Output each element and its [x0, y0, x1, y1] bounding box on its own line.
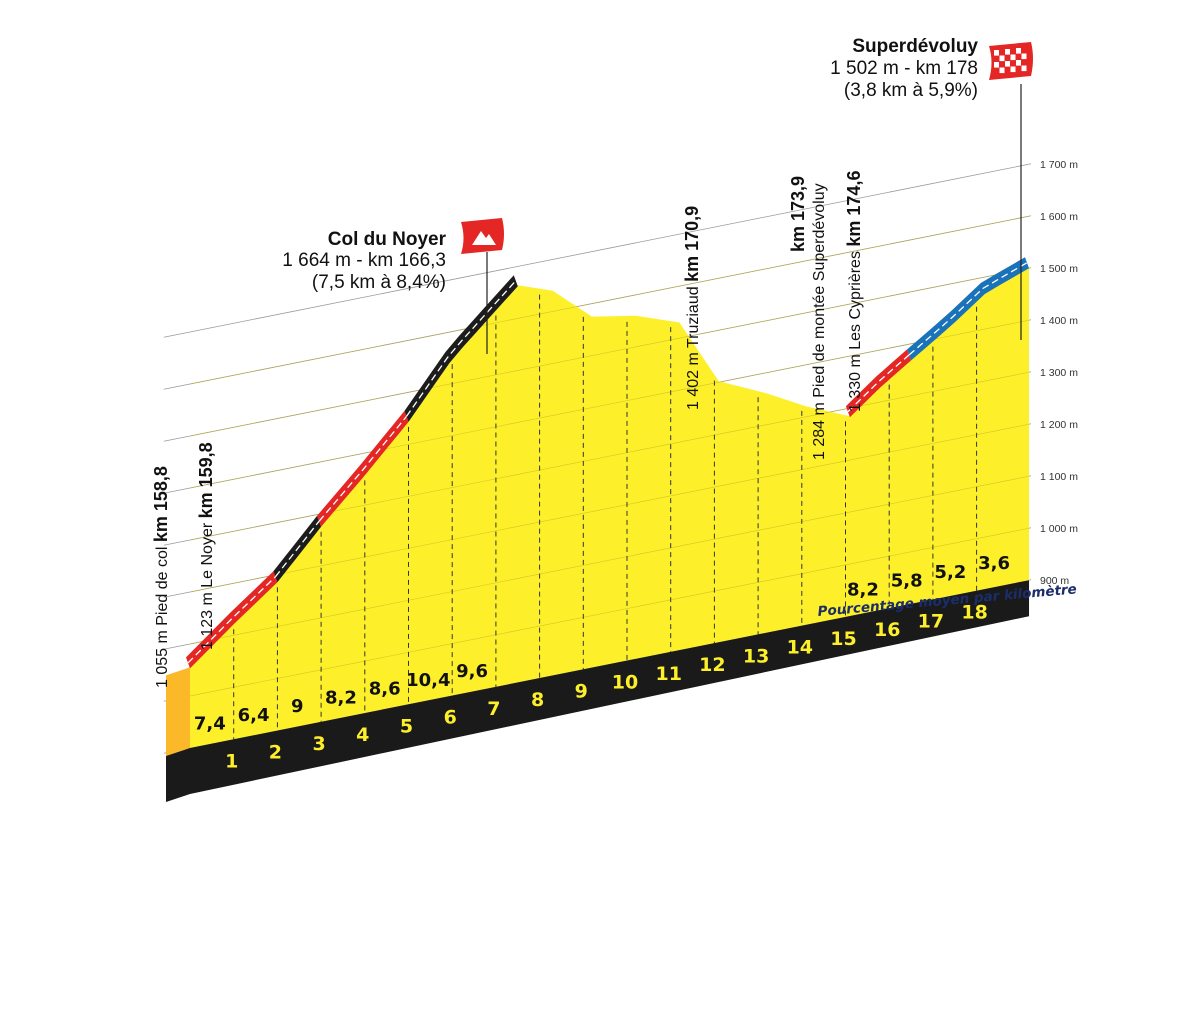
climb-band-segment — [907, 257, 1029, 361]
waypoint-km-label: km 173,9 — [788, 176, 808, 252]
gradient-label: 10,4 — [406, 670, 450, 691]
km-marker: 11 — [655, 663, 681, 685]
km-marker: 18 — [961, 602, 987, 624]
waypoint-label: 1 330 m Les Cyprières km 174,6 — [844, 171, 864, 412]
km-marker: 15 — [830, 628, 856, 650]
climb-band-centreline — [274, 520, 320, 578]
finish-name: Superdévoluy — [852, 36, 978, 57]
gradient-label: 8,6 — [369, 679, 401, 700]
km-marker: 6 — [444, 707, 457, 729]
altitude-tick-label: 1 000 m — [1040, 523, 1078, 535]
summit-name: Col du Noyer — [328, 229, 447, 250]
grid-line-over — [189, 267, 1030, 437]
gradient-label: 3,6 — [978, 553, 1010, 574]
checker-square — [1016, 60, 1021, 66]
distance-base — [166, 580, 1030, 802]
km-marker: 7 — [487, 698, 500, 720]
climb-band-centreline — [187, 576, 276, 664]
gradient-label: 5,2 — [934, 562, 966, 583]
km-marker: 13 — [743, 645, 769, 667]
checker-square — [1010, 66, 1016, 73]
km-marker: 17 — [918, 610, 944, 632]
checker-square — [1021, 53, 1027, 60]
climb-band-centreline — [847, 354, 910, 413]
km-marker: 16 — [874, 619, 900, 641]
checker-square — [994, 50, 999, 56]
checker-square — [1016, 48, 1021, 54]
checker-square — [994, 62, 999, 68]
checker-square — [1005, 61, 1010, 67]
altitude-tick-label: 1 300 m — [1040, 367, 1078, 379]
climb-band-segment — [404, 275, 518, 422]
km-marker: 4 — [356, 724, 369, 746]
gradient-label: 7,4 — [194, 714, 226, 735]
profile-area — [190, 267, 1030, 748]
finish-climb-stats: (3,8 km à 5,9%) — [844, 80, 978, 101]
finish-detail: 1 502 m - km 178 — [830, 58, 978, 79]
altitude-tick-label: 1 500 m — [1040, 263, 1078, 275]
waypoint-labels: 1 055 m Pied de col km 158,8 1 123 m Le … — [151, 171, 864, 688]
checker-square — [999, 67, 1005, 74]
climb-band-centreline — [908, 262, 1028, 356]
km-marker: 8 — [531, 689, 544, 711]
climb-band-segment — [186, 571, 278, 669]
climb-band-centreline — [405, 280, 517, 417]
superdevoluy-finish: Superdévoluy 1 502 m - km 178 (3,8 km à … — [830, 36, 1033, 340]
summit-detail: 1 664 m - km 166,3 — [282, 250, 446, 271]
altitude-tick-label: 900 m — [1040, 575, 1069, 587]
gradient-label: 5,8 — [891, 571, 923, 592]
base-strip — [166, 580, 1030, 802]
summit-climb-stats: (7,5 km à 8,4%) — [312, 272, 446, 293]
gradient-label: 9,6 — [456, 661, 488, 682]
altitude-tick-label: 1 200 m — [1040, 419, 1078, 431]
altitude-axis: 1 700 m 1 600 m 1 500 m 1 400 m 1 300 m 1 200… — [1040, 159, 1078, 587]
km-marker: 1 — [225, 750, 238, 772]
col-du-noyer-summit: Col du Noyer 1 664 m - km 166,3 (7,5 km … — [282, 218, 504, 354]
km-marker: 12 — [699, 654, 725, 676]
gradient-label: 6,4 — [238, 705, 270, 726]
mountain-flag-icon — [461, 218, 504, 254]
grid-line — [163, 163, 1032, 338]
checker-square — [1010, 54, 1016, 61]
profile-body — [166, 215, 1030, 756]
finish-flag-icon — [989, 42, 1033, 80]
km-marker: 10 — [612, 672, 638, 694]
profile-front-face — [166, 667, 190, 756]
km-marker: 2 — [269, 742, 282, 764]
gradient-label: 8,2 — [847, 579, 879, 600]
waypoint-label: 1 055 m Pied de col km 158,8 — [151, 466, 171, 688]
waypoint-label: 1 123 m Le Noyer km 159,8 — [196, 442, 216, 650]
km-marker: 9 — [575, 680, 588, 702]
gradient-labels: 7,4 6,4 9 8,2 8,6 10,4 9,6 8,2 5,8 5,2 3,6 — [194, 553, 1010, 734]
checker-square — [1005, 49, 1010, 55]
checker-square — [999, 55, 1005, 62]
climb-band-segment — [317, 410, 409, 527]
gradient-label: 8,2 — [325, 687, 357, 708]
climb-band-segment — [845, 349, 912, 418]
climb-band-centreline — [318, 415, 408, 522]
altitude-tick-label: 1 400 m — [1040, 315, 1078, 327]
grid-line-over — [189, 319, 1030, 489]
km-marker: 3 — [312, 733, 325, 755]
waypoint-label: 1 284 m Pied de montée Superdévoluy — [811, 183, 828, 460]
altitude-tick-label: 1 100 m — [1040, 471, 1078, 483]
checker-square — [1021, 65, 1027, 72]
grid-line-over — [189, 215, 1030, 385]
km-marker: 5 — [400, 715, 413, 737]
altitude-tick-label: 1 700 m — [1040, 159, 1078, 171]
km-marker: 14 — [787, 637, 813, 659]
km-markers: 1 2 3 4 5 6 7 8 9 10 11 12 13 14 15 16 17 18 — [225, 602, 988, 773]
gradient-label: 9 — [291, 696, 304, 717]
altitude-tick-label: 1 600 m — [1040, 211, 1078, 223]
waypoint-label: 1 402 m Truziaud km 170,9 — [682, 206, 702, 410]
